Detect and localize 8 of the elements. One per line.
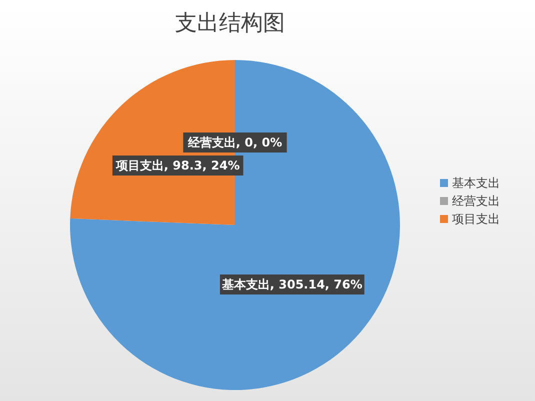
legend-label: 项目支出 [452, 212, 500, 226]
legend-label: 经营支出 [452, 194, 500, 208]
legend-label: 基本支出 [452, 176, 500, 190]
pie-slice [70, 60, 400, 390]
data-label: 项目支出, 98.3, 24% [114, 158, 240, 173]
text: 经营支出, 0, 0% [188, 136, 282, 150]
data-label: 基本支出, 305.14, 76% [220, 277, 362, 292]
chart-title: 支出结构图 [174, 10, 286, 38]
